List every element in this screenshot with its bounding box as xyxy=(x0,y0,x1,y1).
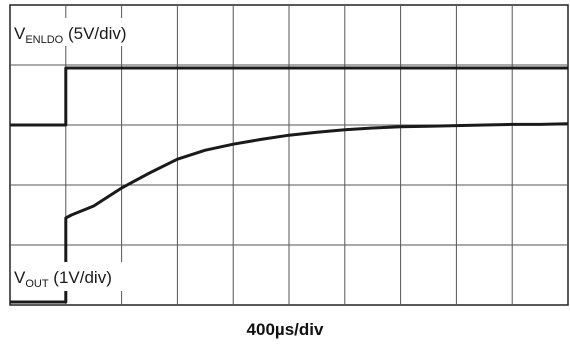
svg-text:VOUT (1V/div): VOUT (1V/div) xyxy=(14,268,112,290)
svg-text:VENLDO (5V/div): VENLDO (5V/div) xyxy=(14,24,127,46)
v-out-label-main: V xyxy=(14,268,26,287)
oscilloscope-plot: VENLDO (5V/div) VOUT (1V/div) xyxy=(9,4,569,306)
plot-grid xyxy=(9,4,569,306)
v-out-label-sub: OUT xyxy=(25,278,49,290)
v-enldo-label-scale: (5V/div) xyxy=(63,24,126,43)
x-axis-label: 400µs/div xyxy=(246,320,324,339)
trace-v-enldo xyxy=(10,66,568,127)
v-enldo-label-sub: ENLDO xyxy=(25,34,63,46)
legend-v-enldo: VENLDO (5V/div) xyxy=(11,18,168,46)
v-out-label-scale: (1V/div) xyxy=(49,268,112,287)
plot-traces xyxy=(10,66,569,304)
v-enldo-label-main: V xyxy=(14,24,26,43)
trace-v-out xyxy=(10,122,569,304)
legend-v-out: VOUT (1V/div) xyxy=(11,262,148,291)
